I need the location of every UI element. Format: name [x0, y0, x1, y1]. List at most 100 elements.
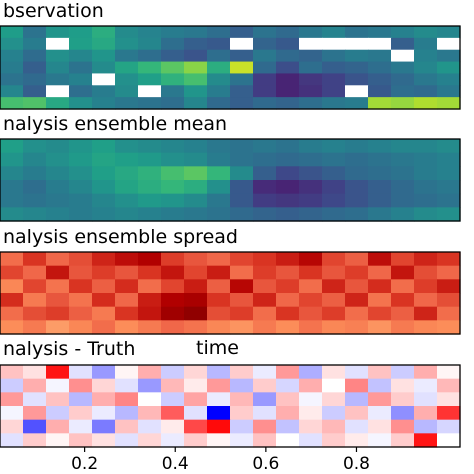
- heatmap-cell: [69, 306, 93, 321]
- heatmap-cell: [115, 365, 139, 380]
- heatmap-cell: [230, 419, 254, 434]
- heatmap-cell: [207, 207, 231, 222]
- heatmap-cell: [299, 97, 323, 110]
- heatmap-cell: [184, 279, 208, 294]
- heatmap-cell: [92, 85, 116, 98]
- heatmap-cell: [23, 49, 47, 63]
- heatmap-cell: [230, 265, 254, 280]
- heatmap-cell: [414, 365, 438, 380]
- heatmap-cell: [138, 306, 162, 321]
- heatmap-cell: [322, 365, 346, 380]
- heatmap-cell: [299, 37, 323, 51]
- heatmap-cell: [23, 139, 47, 154]
- heatmap-cell: [345, 293, 369, 308]
- heatmap-cell: [207, 365, 231, 380]
- heatmap-cell: [0, 279, 24, 294]
- heatmap-cell: [92, 193, 116, 208]
- heatmap-cell: [230, 378, 254, 393]
- heatmap-cell: [207, 265, 231, 280]
- heatmap-cell: [161, 365, 185, 380]
- heatmap-cell: [115, 252, 139, 267]
- heatmap-cell: [207, 139, 231, 154]
- heatmap-cell: [184, 180, 208, 195]
- heatmap-cell: [23, 85, 47, 98]
- heatmap-cell: [368, 26, 392, 39]
- heatmap-cell: [391, 26, 415, 39]
- heatmap-cell: [207, 419, 231, 434]
- heatmap-cell: [391, 61, 415, 75]
- heatmap-cell: [69, 252, 93, 267]
- heatmap-cell: [322, 61, 346, 75]
- heatmap-cell: [345, 306, 369, 321]
- heatmap-cell: [253, 293, 277, 308]
- heatmap-cell: [437, 392, 461, 407]
- heatmap-cell: [253, 392, 277, 407]
- heatmap-cell: [299, 61, 323, 75]
- heatmap-cell: [276, 180, 300, 195]
- heatmap-cell: [345, 392, 369, 407]
- heatmap-cell: [138, 37, 162, 51]
- panel-1-heatmap: [0, 26, 461, 110]
- heatmap-cell: [276, 37, 300, 51]
- heatmap-cell: [345, 406, 369, 421]
- heatmap-cell: [322, 265, 346, 280]
- heatmap-cell: [92, 378, 116, 393]
- heatmap-cell: [230, 180, 254, 195]
- heatmap-cell: [46, 139, 70, 154]
- heatmap-cell: [414, 152, 438, 167]
- heatmap-cell: [0, 320, 24, 335]
- heatmap-cell: [253, 193, 277, 208]
- heatmap-cell: [207, 49, 231, 63]
- heatmap-cell: [437, 207, 461, 222]
- heatmap-cell: [230, 279, 254, 294]
- heatmap-cell: [0, 207, 24, 222]
- heatmap-cell: [391, 37, 415, 51]
- heatmap-cell: [322, 306, 346, 321]
- x-tick-label: 0.8: [343, 454, 370, 474]
- heatmap-cell: [161, 73, 185, 86]
- heatmap-cell: [368, 37, 392, 51]
- heatmap-cell: [230, 406, 254, 421]
- heatmap-cell: [437, 139, 461, 154]
- heatmap-cell: [115, 139, 139, 154]
- heatmap-cell: [322, 37, 346, 51]
- heatmap-cell: [276, 207, 300, 222]
- heatmap-cell: [414, 207, 438, 222]
- heatmap-cell: [0, 61, 24, 75]
- heatmap-cell: [161, 265, 185, 280]
- panel-2-heatmap: [0, 139, 461, 222]
- heatmap-cell: [0, 97, 24, 110]
- heatmap-cell: [23, 406, 47, 421]
- heatmap-cell: [230, 166, 254, 181]
- panel-3-frame: [0, 251, 461, 335]
- heatmap-cell: [207, 279, 231, 294]
- heatmap-cell: [115, 207, 139, 222]
- heatmap-cell: [391, 152, 415, 167]
- heatmap-cell: [184, 378, 208, 393]
- heatmap-cell: [368, 378, 392, 393]
- heatmap-cell: [46, 365, 70, 380]
- panel-3-title: nalysis ensemble spread: [3, 226, 238, 248]
- heatmap-cell: [161, 252, 185, 267]
- panel-2-frame: [0, 138, 461, 222]
- heatmap-cell: [414, 61, 438, 75]
- heatmap-cell: [0, 306, 24, 321]
- heatmap-cell: [414, 26, 438, 39]
- heatmap-cell: [46, 378, 70, 393]
- heatmap-cell: [161, 378, 185, 393]
- heatmap-cell: [0, 392, 24, 407]
- heatmap-cell: [253, 180, 277, 195]
- heatmap-cell: [138, 193, 162, 208]
- heatmap-cell: [0, 37, 24, 51]
- heatmap-cell: [138, 293, 162, 308]
- heatmap-cell: [115, 265, 139, 280]
- heatmap-cell: [138, 166, 162, 181]
- heatmap-cell: [230, 392, 254, 407]
- heatmap-cell: [161, 293, 185, 308]
- heatmap-cell: [368, 85, 392, 98]
- heatmap-cell: [115, 61, 139, 75]
- heatmap-cell: [322, 85, 346, 98]
- heatmap-cell: [322, 180, 346, 195]
- heatmap-cell: [23, 61, 47, 75]
- heatmap-cell: [414, 392, 438, 407]
